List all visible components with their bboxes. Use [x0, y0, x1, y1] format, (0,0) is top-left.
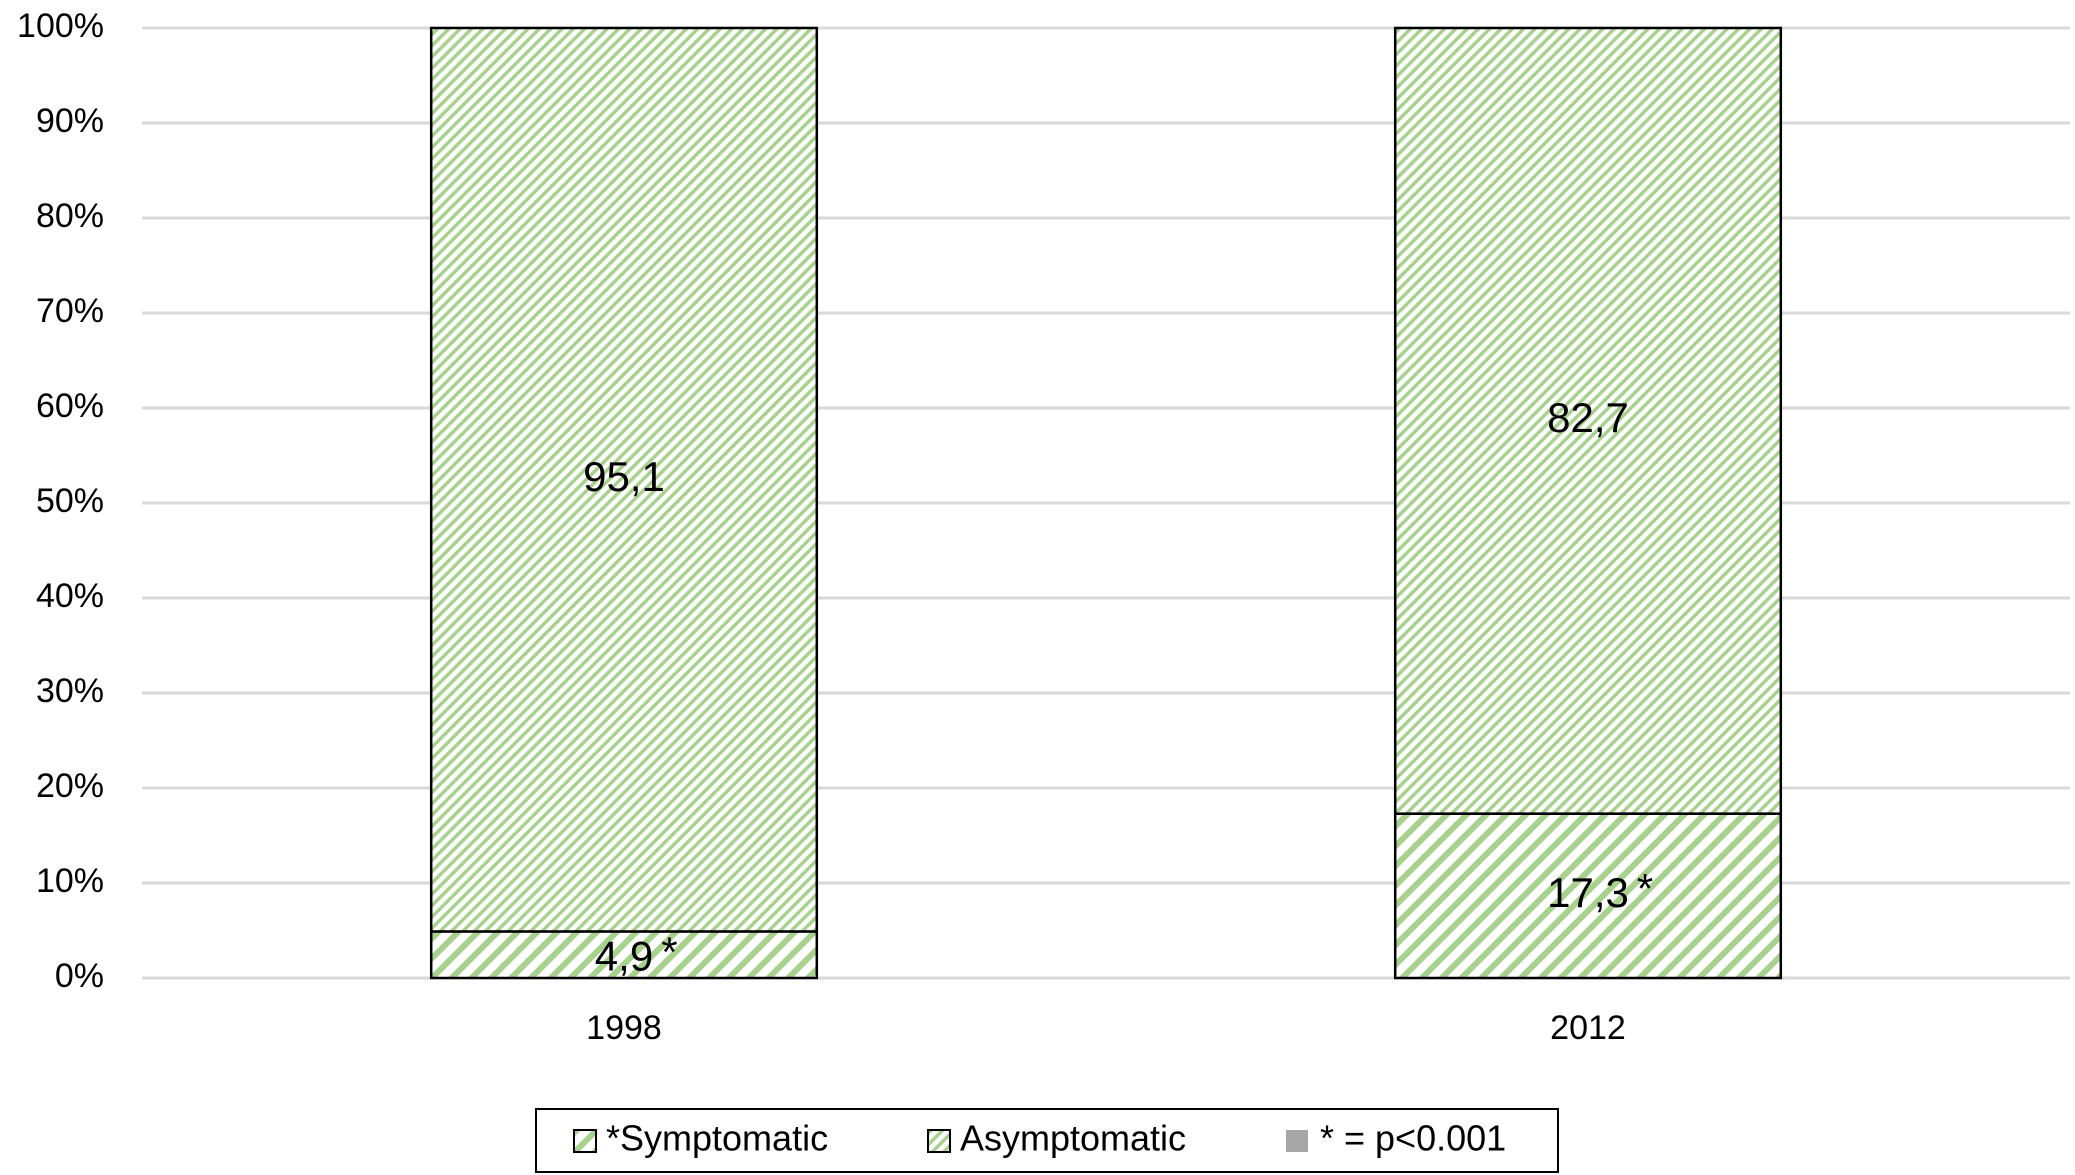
legend-swatch — [927, 1129, 951, 1153]
y-tick-label: 60% — [36, 387, 104, 425]
bar-segment — [1393, 812, 1783, 980]
x-tick-label: 2012 — [1550, 1009, 1626, 1047]
y-tick-label: 30% — [36, 672, 104, 710]
y-tick-label: 50% — [36, 482, 104, 520]
legend-swatch — [1286, 1130, 1308, 1152]
value-label: 95,1 — [583, 453, 665, 500]
legend-label: Asymptomatic — [960, 1118, 1186, 1159]
y-tick-label: 0% — [55, 957, 104, 995]
bar-segment — [429, 930, 819, 980]
legend-note: * = p<0.001 — [1320, 1118, 1506, 1159]
y-tick-label: 20% — [36, 767, 104, 805]
legend-label: *Symptomatic — [606, 1118, 828, 1159]
value-label: 82,7 — [1547, 394, 1629, 441]
y-tick-label: 40% — [36, 577, 104, 615]
value-label: 17,3 — [1547, 869, 1629, 916]
value-label: 4,9 — [595, 933, 653, 980]
legend-box — [535, 1108, 1559, 1173]
y-tick-label: 100% — [17, 7, 104, 45]
value-annotation: * — [1637, 865, 1653, 912]
y-tick-label: 90% — [36, 102, 104, 140]
legend-swatch — [573, 1129, 597, 1153]
y-tick-label: 10% — [36, 862, 104, 900]
x-tick-label: 1998 — [586, 1009, 662, 1047]
bar-segment — [429, 26, 819, 933]
bar-segment — [1393, 26, 1783, 815]
value-annotation: * — [661, 929, 677, 976]
y-tick-label: 80% — [36, 197, 104, 235]
y-tick-label: 70% — [36, 292, 104, 330]
